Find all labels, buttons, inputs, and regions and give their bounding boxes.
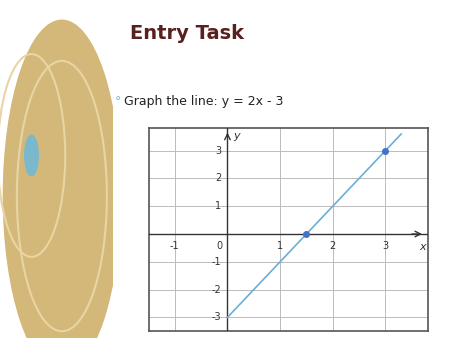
Bar [175, 95, 227, 123]
Bar [280, 206, 333, 234]
Bar [227, 151, 280, 178]
Bar [280, 178, 333, 206]
Text: 3: 3 [215, 146, 221, 156]
Text: x: x [419, 242, 426, 252]
Text: 1: 1 [215, 201, 221, 211]
Bar [122, 151, 175, 178]
Bar [280, 262, 333, 290]
Bar [175, 151, 227, 178]
Bar [227, 123, 280, 151]
Bar [385, 123, 438, 151]
Bar [333, 178, 385, 206]
Bar [438, 317, 450, 338]
Bar [438, 95, 450, 123]
Bar [175, 262, 227, 290]
Text: 3: 3 [382, 241, 388, 251]
Text: 0: 0 [216, 241, 222, 251]
Bar [333, 151, 385, 178]
Circle shape [4, 20, 121, 338]
Bar [122, 123, 175, 151]
Bar [385, 317, 438, 338]
Bar [385, 290, 438, 317]
Bar [122, 234, 175, 262]
Bar [122, 95, 175, 123]
Bar [122, 262, 175, 290]
Bar [227, 95, 280, 123]
Text: 2: 2 [329, 241, 336, 251]
Bar [227, 178, 280, 206]
Bar [333, 206, 385, 234]
Text: y: y [234, 131, 240, 141]
Bar [175, 123, 227, 151]
Bar [438, 151, 450, 178]
Bar [385, 95, 438, 123]
Bar [438, 178, 450, 206]
Circle shape [25, 135, 38, 176]
Bar [227, 206, 280, 234]
Bar [175, 234, 227, 262]
Bar [385, 151, 438, 178]
Bar [438, 234, 450, 262]
Bar [385, 234, 438, 262]
Bar [175, 317, 227, 338]
Text: -3: -3 [212, 312, 221, 322]
Bar [280, 95, 333, 123]
Bar [333, 317, 385, 338]
Bar [175, 206, 227, 234]
Text: 1: 1 [277, 241, 283, 251]
Bar [438, 290, 450, 317]
Bar [280, 317, 333, 338]
Bar [438, 206, 450, 234]
Bar [280, 151, 333, 178]
Bar [280, 123, 333, 151]
Bar [122, 178, 175, 206]
Bar [333, 262, 385, 290]
Bar [122, 206, 175, 234]
Text: 2: 2 [215, 173, 221, 184]
Bar [333, 95, 385, 123]
Bar [333, 290, 385, 317]
Bar [122, 317, 175, 338]
Bar [175, 178, 227, 206]
Text: -1: -1 [170, 241, 180, 251]
Bar [333, 234, 385, 262]
Bar [280, 290, 333, 317]
Bar [438, 123, 450, 151]
Text: -2: -2 [212, 285, 221, 295]
Bar [227, 290, 280, 317]
Text: Graph the line: y = 2x - 3: Graph the line: y = 2x - 3 [124, 95, 283, 107]
Text: -1: -1 [212, 257, 221, 267]
Bar [333, 123, 385, 151]
Text: °: ° [115, 95, 121, 107]
Bar [227, 262, 280, 290]
Bar [385, 262, 438, 290]
Bar [175, 290, 227, 317]
Bar [385, 178, 438, 206]
Bar [280, 234, 333, 262]
Bar [227, 317, 280, 338]
Bar [122, 290, 175, 317]
Bar [385, 206, 438, 234]
Bar [438, 262, 450, 290]
Text: Entry Task: Entry Task [130, 24, 244, 43]
Bar [227, 234, 280, 262]
